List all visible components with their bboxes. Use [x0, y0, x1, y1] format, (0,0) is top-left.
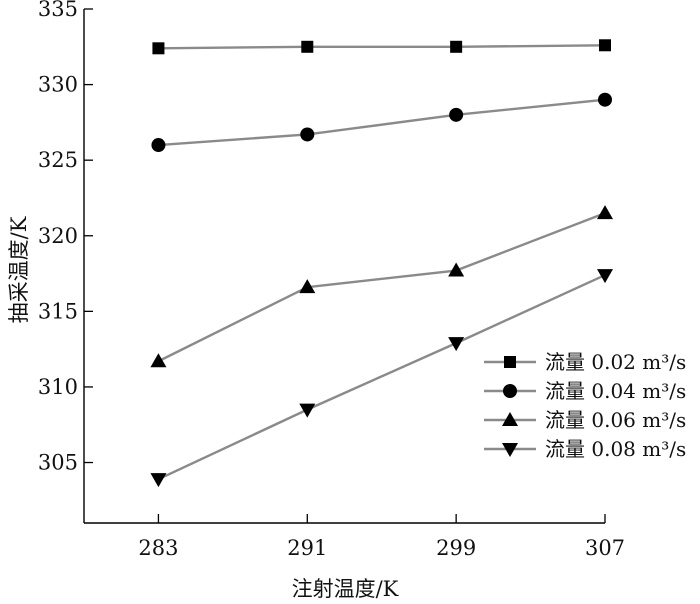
data-point-series-3 — [299, 279, 316, 294]
legend-marker — [502, 412, 518, 426]
series-line-2 — [158, 98, 606, 147]
data-point-series-1 — [450, 40, 463, 53]
legend-entry-label: 流量 0.02 m³/s — [545, 350, 686, 374]
y-tick-label: 305 — [38, 451, 78, 475]
data-point-series-3 — [150, 353, 167, 368]
x-tick-label: 307 — [585, 536, 625, 560]
data-point-series-4 — [299, 403, 316, 418]
y-tick-label: 330 — [38, 73, 78, 97]
legend-entry-label: 流量 0.08 m³/s — [545, 437, 686, 461]
legend: 流量 0.02 m³/s 流量 0.04 m³/s 流量 0.06 m³/s 流量 0… — [484, 350, 686, 461]
legend-marker — [504, 356, 516, 368]
x-tick-label: 283 — [138, 536, 178, 560]
x-tick-label: 291 — [287, 536, 327, 560]
data-point-series-4 — [597, 269, 613, 284]
data-point-series-3 — [597, 205, 613, 220]
y-tick-label: 335 — [38, 0, 78, 21]
series-line-3 — [157, 211, 606, 363]
data-point-series-4 — [448, 337, 465, 352]
series-lines — [157, 44, 606, 481]
data-point-series-4 — [150, 473, 167, 488]
series-markers — [150, 39, 613, 488]
tick-labels: 305 310 315 320 325 330 335 283 291 299 307 — [38, 0, 625, 560]
series-line-1 — [158, 44, 606, 50]
legend-entry-label: 流量 0.06 m³/s — [545, 408, 686, 432]
legend-marker — [502, 443, 518, 457]
data-point-series-2 — [151, 138, 166, 153]
data-point-series-1 — [301, 40, 314, 53]
y-tick-label: 315 — [38, 299, 78, 323]
y-tick-label: 325 — [38, 148, 78, 172]
data-point-series-2 — [300, 127, 315, 142]
x-axis-label: 注射温度/K — [292, 577, 399, 601]
legend-marker — [503, 384, 517, 398]
data-point-series-2 — [449, 107, 464, 122]
legend-entry-label: 流量 0.04 m³/s — [545, 379, 686, 403]
y-tick-label: 310 — [38, 375, 78, 399]
series-line-4 — [157, 273, 606, 481]
data-point-series-2 — [598, 92, 612, 107]
data-point-series-1 — [152, 42, 165, 55]
data-point-series-3 — [448, 262, 465, 277]
data-point-series-1 — [599, 39, 611, 52]
y-axis-label: 抽采温度/K — [7, 216, 31, 323]
x-tick-label: 299 — [436, 536, 476, 560]
y-tick-label: 320 — [38, 224, 78, 248]
axes — [83, 8, 606, 524]
